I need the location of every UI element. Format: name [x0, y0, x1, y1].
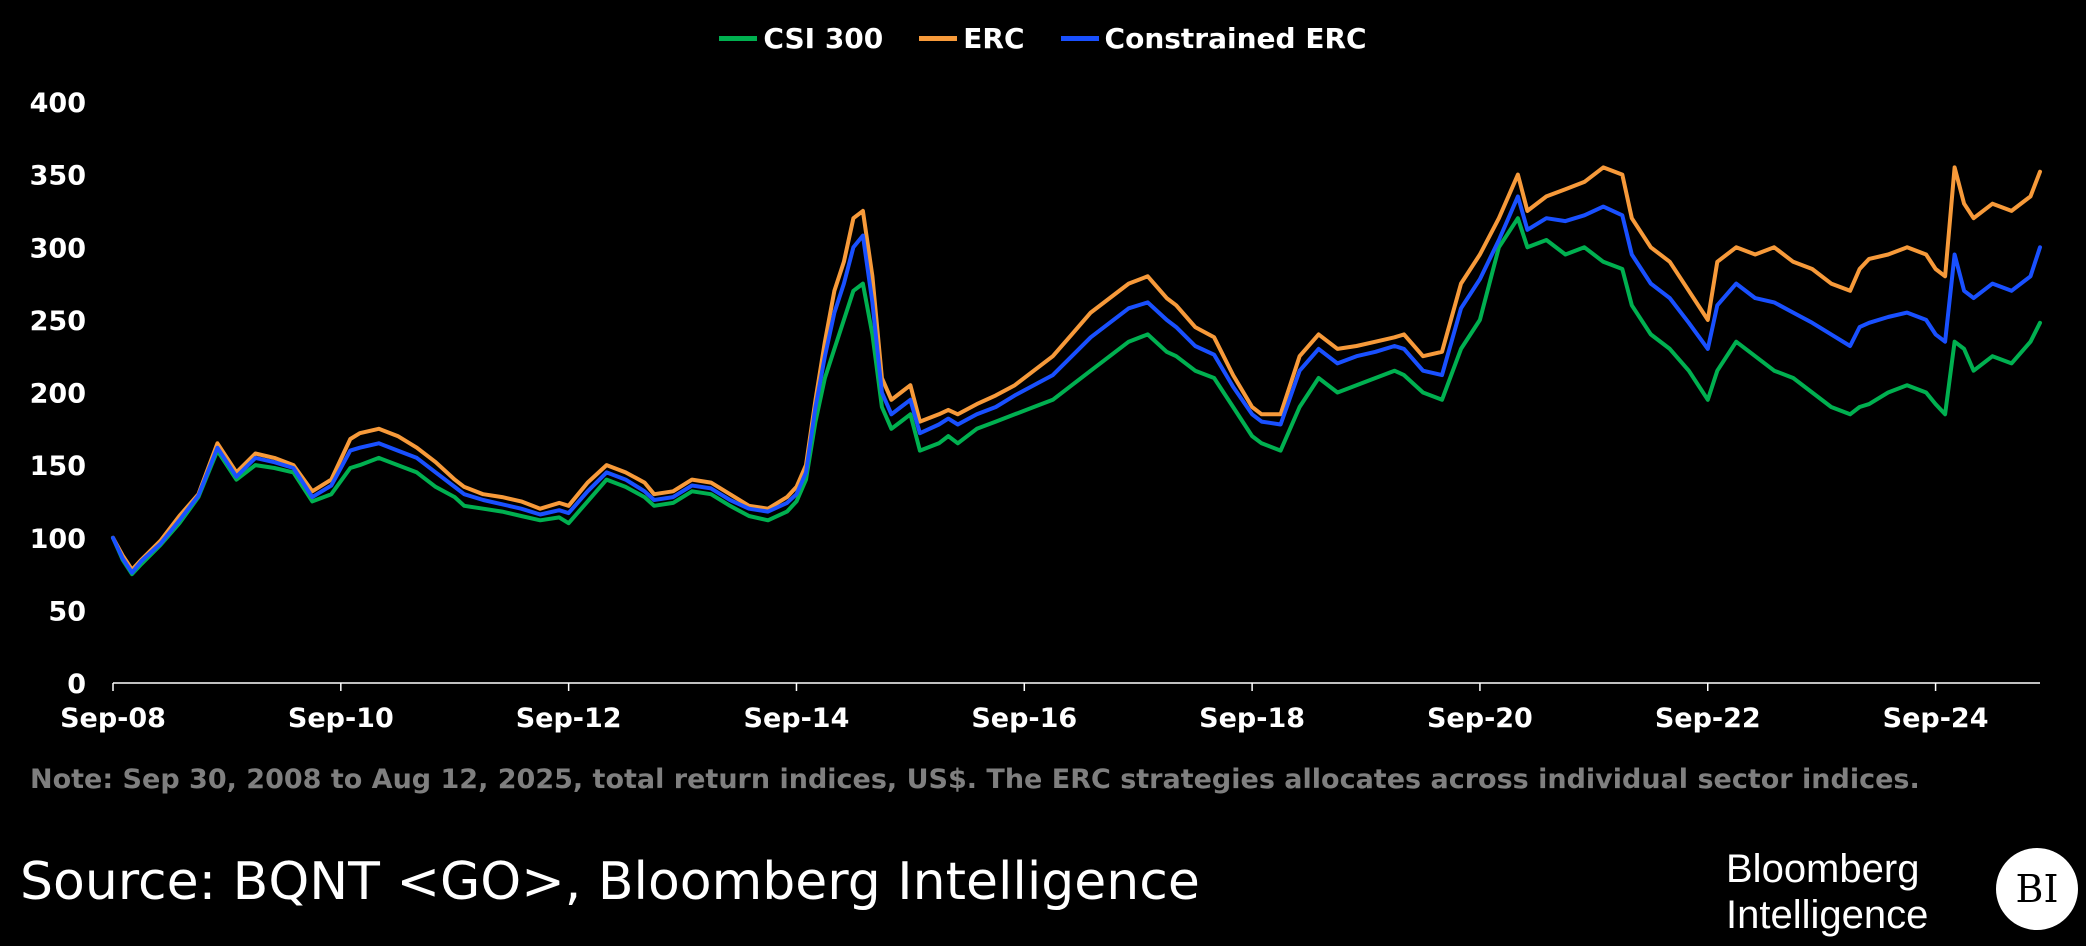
- x-axis: Sep-08 Sep-10 Sep-12 Sep-14 Sep-16 Sep-18 Sep-…: [60, 682, 2040, 734]
- y-tick-label: 150: [30, 451, 86, 482]
- y-tick-label: 100: [30, 524, 86, 555]
- bi-logo-icon: BI: [1996, 848, 2078, 930]
- x-tick-label: Sep-10: [288, 703, 394, 734]
- legend-label-csi-300: CSI 300: [763, 22, 884, 55]
- y-axis: 0 50 100 150 200 250 300 350 400: [30, 88, 86, 700]
- legend-item-erc: ERC: [919, 22, 1025, 55]
- brand-line-2: Intelligence: [1726, 893, 1929, 937]
- x-tick-label: Sep-12: [516, 703, 622, 734]
- x-tick-label: Sep-18: [1199, 703, 1305, 734]
- y-tick-label: 200: [30, 379, 86, 410]
- x-tick-label: Sep-20: [1427, 703, 1533, 734]
- bloomberg-intelligence-brand: Bloomberg Intelligence BI: [1726, 842, 2086, 946]
- x-tick-label: Sep-24: [1883, 703, 1989, 734]
- legend-swatch-constrained-erc: [1060, 36, 1099, 41]
- y-tick-label: 250: [30, 306, 86, 337]
- x-tick-label: Sep-14: [744, 703, 850, 734]
- legend: CSI 300 ERC Constrained ERC: [0, 22, 2086, 55]
- series-lines: [111, 165, 2042, 577]
- x-tick-label: Sep-22: [1655, 703, 1761, 734]
- source-text: Source: BQNT <GO>, Bloomberg Intelligenc…: [20, 852, 1200, 912]
- legend-item-constrained-erc: Constrained ERC: [1060, 22, 1367, 55]
- legend-item-csi-300: CSI 300: [719, 22, 883, 55]
- chart-note: Note: Sep 30, 2008 to Aug 12, 2025, tota…: [30, 764, 1920, 795]
- series-line-constrained-erc: [111, 194, 2042, 575]
- x-tick-label: Sep-08: [60, 703, 166, 734]
- y-tick-label: 350: [30, 161, 86, 192]
- y-tick-label: 50: [48, 596, 86, 627]
- legend-label-erc: ERC: [963, 22, 1025, 55]
- brand-wordmark: Bloomberg Intelligence: [1726, 846, 1928, 938]
- brand-line-1: Bloomberg: [1726, 847, 1920, 891]
- legend-swatch-erc: [919, 36, 958, 41]
- legend-label-constrained-erc: Constrained ERC: [1104, 22, 1367, 55]
- x-tick-label: Sep-16: [971, 703, 1077, 734]
- series-line-csi-300: [111, 216, 2042, 577]
- legend-swatch-csi-300: [719, 36, 758, 41]
- y-tick-label: 0: [67, 669, 86, 700]
- y-tick-label: 300: [30, 233, 86, 264]
- y-tick-label: 400: [30, 88, 86, 119]
- series-line-erc: [111, 165, 2042, 572]
